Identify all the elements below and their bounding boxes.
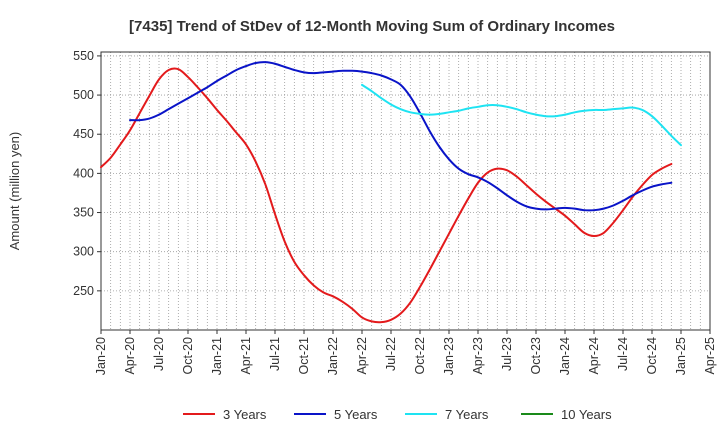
legend-label-5-years: 5 Years — [334, 407, 378, 422]
y-tick-label: 500 — [73, 88, 94, 102]
x-axis-ticks: Jan-20 Apr-20 Jul-20 Oct-20 Jan-21 Apr-21 Jul-… — [94, 330, 717, 375]
series-lines — [100, 61, 682, 324]
x-tick-label: Jul-22 — [384, 337, 398, 371]
y-axis-ticks: 250 300 350 400 450 500 550 — [73, 49, 101, 298]
y-axis-label: Amount (million yen) — [7, 132, 22, 251]
legend-label-3-years: 3 Years — [223, 407, 267, 422]
series-line-7-years — [361, 83, 682, 147]
legend: 3 Years 5 Years 7 Years 10 Years — [183, 407, 612, 422]
x-tick-label: Oct-21 — [297, 337, 311, 375]
x-tick-label: Apr-20 — [123, 337, 137, 375]
x-tick-label: Jan-21 — [210, 337, 224, 375]
chart-title: [7435] Trend of StDev of 12-Month Moving… — [129, 18, 615, 35]
x-tick-label: Jan-22 — [326, 337, 340, 375]
x-tick-label: Oct-22 — [413, 337, 427, 375]
y-tick-label: 300 — [73, 245, 94, 259]
x-tick-label: Jul-20 — [152, 337, 166, 371]
series-line-3-years — [100, 67, 673, 324]
plot-area-frame — [100, 51, 711, 331]
x-tick-label: Apr-24 — [587, 337, 601, 375]
x-tick-label: Jul-21 — [268, 337, 282, 371]
legend-label-7-years: 7 Years — [445, 407, 489, 422]
grid — [101, 52, 710, 330]
y-tick-label: 450 — [73, 127, 94, 141]
x-tick-label: Oct-20 — [181, 337, 195, 375]
y-tick-label: 400 — [73, 166, 94, 180]
y-tick-label: 350 — [73, 206, 94, 220]
x-tick-label: Jul-24 — [616, 337, 630, 371]
x-tick-label: Apr-21 — [239, 337, 253, 375]
y-tick-label: 250 — [73, 284, 94, 298]
x-tick-label: Oct-23 — [529, 337, 543, 375]
x-tick-label: Jul-23 — [500, 337, 514, 371]
x-tick-label: Jan-25 — [674, 337, 688, 375]
x-tick-label: Jan-23 — [442, 337, 456, 375]
x-tick-label: Jan-24 — [558, 337, 572, 375]
legend-label-10-years: 10 Years — [561, 407, 612, 422]
series-line-5-years — [129, 61, 673, 212]
x-tick-label: Apr-23 — [471, 337, 485, 375]
x-tick-label: Apr-22 — [355, 337, 369, 375]
x-tick-label: Oct-24 — [645, 337, 659, 375]
y-tick-label: 550 — [73, 49, 94, 63]
x-tick-label: Apr-25 — [703, 337, 717, 375]
x-tick-label: Jan-20 — [94, 337, 108, 375]
